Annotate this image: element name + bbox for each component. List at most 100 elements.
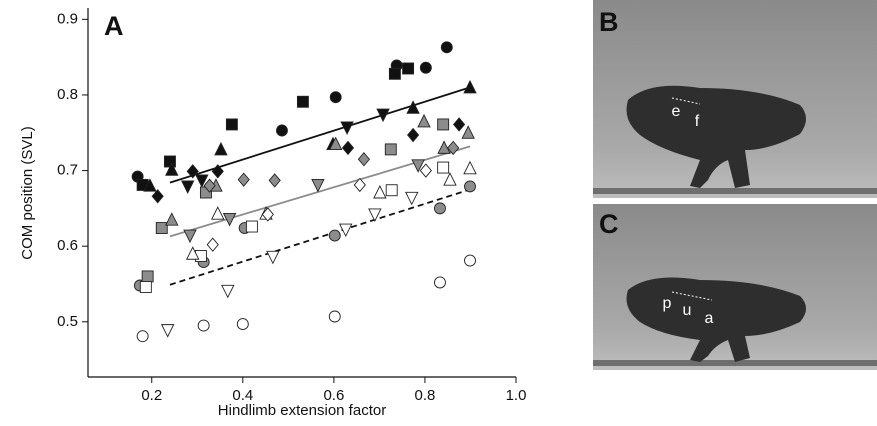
point	[225, 118, 238, 131]
point	[214, 141, 228, 156]
point	[203, 178, 216, 193]
point	[211, 206, 225, 220]
point	[341, 140, 355, 156]
point	[417, 113, 431, 128]
annotation: f	[695, 113, 700, 130]
y-axis-label: COM position (SVL)	[19, 126, 36, 259]
x-tick-label: 0.8	[415, 387, 436, 404]
annotation: p	[663, 295, 672, 312]
point	[206, 237, 219, 252]
point	[261, 207, 274, 222]
point	[151, 189, 164, 204]
x-tick-label: 0.6	[323, 387, 344, 404]
point	[143, 178, 157, 192]
point	[180, 180, 195, 194]
x-axis-label: Hindlimb extension factor	[218, 402, 386, 419]
point	[464, 180, 476, 193]
point	[419, 163, 432, 178]
point	[222, 213, 237, 227]
point	[376, 108, 390, 123]
point	[164, 155, 176, 168]
point	[357, 152, 371, 167]
point	[160, 324, 175, 338]
point	[437, 161, 450, 174]
point	[463, 160, 477, 175]
platform	[593, 188, 877, 194]
point	[245, 220, 258, 233]
point	[328, 136, 343, 151]
point	[373, 184, 387, 199]
point	[266, 250, 280, 265]
point	[328, 310, 341, 323]
point	[186, 164, 199, 179]
point	[434, 276, 446, 289]
point	[165, 212, 179, 226]
point	[268, 173, 281, 188]
point	[437, 140, 451, 154]
point	[183, 229, 197, 244]
point	[136, 330, 149, 343]
y-tick-label: 0.8	[57, 86, 78, 103]
annotation: a	[705, 310, 714, 327]
point	[139, 281, 152, 293]
point	[411, 159, 425, 173]
point	[440, 41, 453, 54]
point	[452, 117, 466, 132]
point	[437, 118, 450, 131]
frog	[626, 277, 806, 362]
point	[463, 79, 477, 94]
photo-b: B e f	[593, 0, 877, 198]
point	[406, 100, 420, 114]
panel-label: A	[104, 11, 124, 41]
point	[296, 95, 309, 108]
y-tick-label: 0.6	[57, 237, 78, 254]
point	[141, 270, 154, 283]
point	[165, 162, 179, 176]
point	[237, 172, 250, 187]
point	[384, 143, 397, 156]
point	[443, 172, 457, 186]
point	[388, 67, 401, 80]
point	[385, 184, 398, 197]
y-tick-label: 0.7	[57, 162, 78, 179]
point	[461, 125, 475, 139]
panel-label: B	[599, 7, 619, 37]
point	[311, 178, 325, 193]
point	[353, 177, 366, 193]
frog	[626, 85, 806, 188]
fit-line	[169, 188, 471, 286]
x-tick-label: 1.0	[506, 387, 527, 404]
point	[407, 127, 420, 143]
point	[195, 174, 209, 188]
point	[185, 246, 200, 260]
annotation: u	[683, 302, 692, 319]
point	[464, 254, 476, 267]
annotation: e	[672, 103, 681, 120]
segment	[671, 291, 713, 301]
x-tick-label: 0.2	[141, 387, 162, 404]
point	[155, 222, 168, 234]
y-tick-label: 0.9	[57, 10, 78, 27]
photo-c: C p u a	[593, 204, 877, 370]
point	[405, 191, 419, 206]
point	[419, 61, 432, 74]
point	[340, 121, 354, 135]
panel-label: C	[599, 209, 619, 239]
point	[447, 140, 460, 156]
point	[276, 124, 288, 137]
platform	[593, 360, 877, 366]
point	[402, 62, 415, 75]
point	[211, 164, 224, 179]
y-tick-label: 0.5	[57, 313, 78, 330]
point	[328, 229, 341, 242]
point	[368, 208, 382, 222]
point	[221, 284, 235, 299]
point	[197, 319, 210, 332]
point	[434, 202, 446, 215]
point	[329, 91, 342, 104]
segment	[671, 97, 701, 105]
x-tick-label: 0.4	[232, 387, 253, 404]
point	[338, 223, 353, 238]
